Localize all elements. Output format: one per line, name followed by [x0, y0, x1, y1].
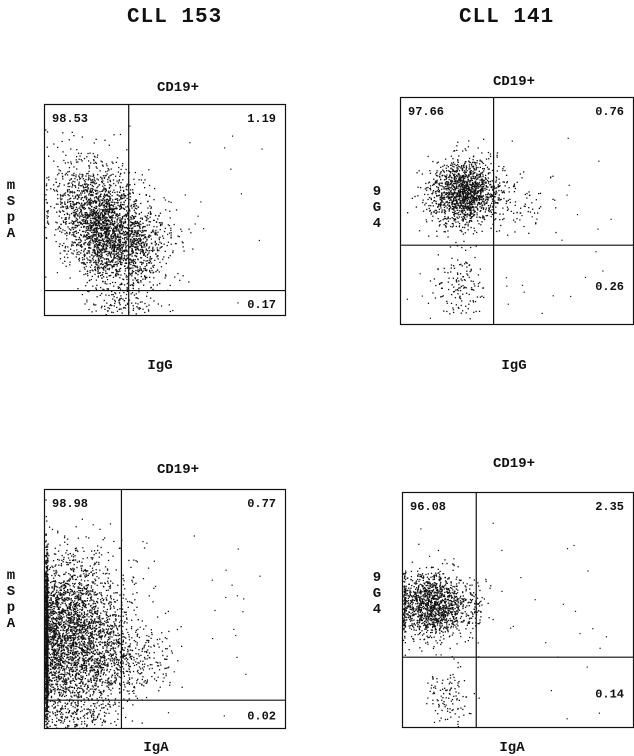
x-axis-label: IgA [499, 740, 525, 756]
y-axis-label-char: m [6, 178, 16, 194]
flow-cytometry-plot: 98.53 1.19 0.17 [43, 103, 287, 317]
y-axis-label-char: p [6, 210, 16, 226]
y-axis-label-char: A [6, 616, 16, 632]
y-axis-label-char: m [6, 568, 16, 584]
quadrant-label-upper-right: 1.19 [247, 112, 276, 126]
y-axis-label-char: 9 [372, 184, 382, 200]
y-axis-label-char: p [6, 600, 16, 616]
quadrant-label-upper-right: 0.77 [247, 497, 276, 511]
column-title-right: CLL 141 [459, 6, 555, 29]
x-axis-label: IgG [147, 358, 173, 374]
y-axis-label-char: S [6, 194, 16, 210]
y-axis-label-char: A [6, 226, 16, 242]
quadrant-label-lower-right: 0.17 [247, 298, 276, 312]
x-axis-label: IgG [501, 358, 527, 374]
quadrant-label-upper-right: 0.76 [595, 105, 624, 119]
flow-cytometry-plot: 96.08 2.35 0.14 [401, 491, 634, 729]
plot-title: CD19+ [156, 462, 199, 478]
quadrant-label-lower-right: 0.26 [595, 280, 624, 294]
y-axis-label-char: S [6, 584, 16, 600]
quadrant-label-upper-left: 98.98 [52, 497, 88, 511]
quadrant-label-upper-right: 2.35 [595, 500, 624, 514]
quadrant-label-upper-left: 98.53 [52, 112, 88, 126]
dot-cloud [406, 137, 612, 320]
y-axis-label-char: 4 [372, 216, 382, 232]
flow-cytometry-plot: 97.66 0.76 0.26 [399, 96, 634, 326]
quadrant-label-upper-left: 96.08 [410, 500, 446, 514]
flow-cytometry-plot: 98.98 0.77 0.02 [43, 488, 287, 730]
plot-frame [43, 103, 287, 317]
dot-cloud [402, 522, 607, 728]
plot-title: CD19+ [492, 456, 535, 472]
x-axis-label: IgA [143, 740, 169, 756]
dot-cloud [45, 499, 261, 730]
y-axis-label-char: G [372, 200, 382, 216]
dot-cloud [45, 125, 263, 316]
column-title-left: CLL 153 [127, 6, 223, 29]
quadrant-label-lower-right: 0.02 [247, 710, 276, 724]
plot-frame [43, 488, 287, 730]
plot-title: CD19+ [492, 74, 535, 90]
y-axis-label-char: 9 [372, 570, 382, 586]
quadrant-label-upper-left: 97.66 [408, 105, 444, 119]
y-axis-label-char: 4 [372, 602, 382, 618]
plot-title: CD19+ [156, 80, 199, 96]
quadrant-label-lower-right: 0.14 [595, 688, 624, 702]
y-axis-label-char: G [372, 586, 382, 602]
